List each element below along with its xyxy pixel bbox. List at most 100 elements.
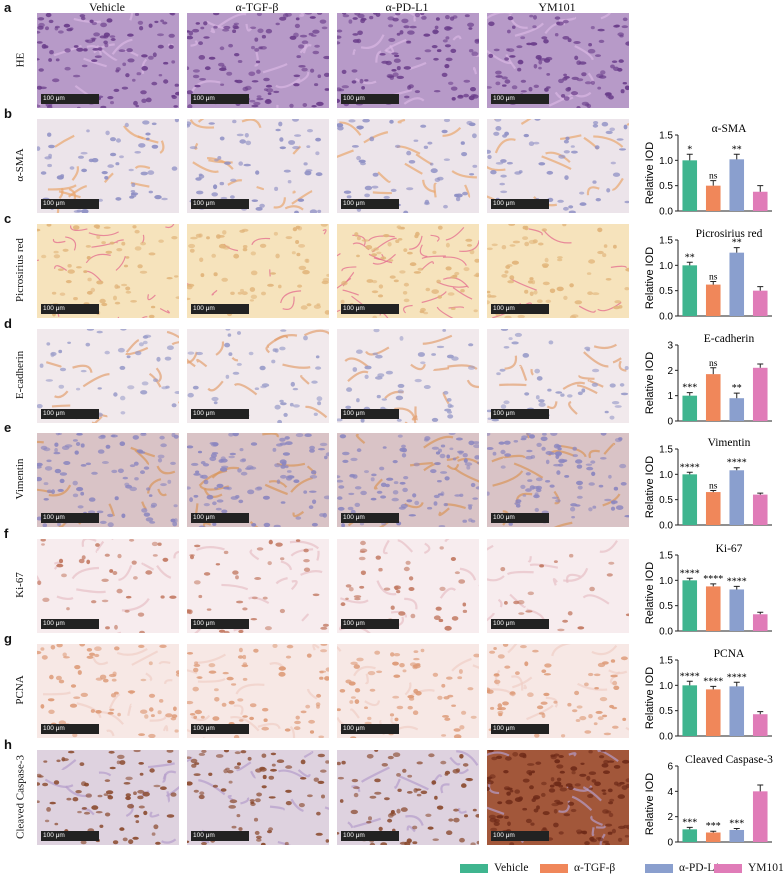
y-axis-label: Relative IOD	[644, 352, 656, 414]
y-tick-label: 1.5	[659, 131, 673, 142]
y-tick-label: 0.5	[659, 181, 673, 192]
significance-label: **	[685, 252, 695, 263]
error-bar	[710, 367, 717, 375]
error-bar	[733, 392, 740, 399]
micrograph: 100 μm	[337, 224, 479, 318]
scale-bar: 100 μm	[191, 619, 249, 629]
error-bar	[710, 180, 717, 186]
bar	[682, 829, 698, 842]
error-bar	[686, 577, 693, 581]
bar	[682, 474, 698, 525]
legend-swatch	[714, 863, 742, 873]
row-label: E-cadherin	[14, 350, 26, 400]
panel-letter: f	[4, 526, 9, 541]
error-bar	[733, 827, 740, 830]
chart-title: PCNA	[714, 648, 745, 660]
column-header: Vehicle	[89, 0, 125, 14]
significance-label: ****	[703, 574, 723, 585]
micrograph: 100 μm	[487, 750, 629, 845]
scale-bar: 100 μm	[191, 199, 249, 209]
significance-label: ***	[729, 818, 744, 829]
scale-bar: 100 μm	[341, 199, 399, 209]
micrograph: 100 μm	[337, 13, 479, 108]
error-bar	[686, 826, 693, 830]
y-tick-label: 0.5	[659, 495, 673, 506]
legend-item: YM101	[714, 862, 784, 874]
scale-bar: 100 μm	[341, 94, 399, 104]
error-bar	[757, 286, 764, 291]
micrograph: 100 μm	[187, 433, 329, 527]
error-bar	[686, 261, 693, 266]
y-tick-label: 3	[667, 341, 673, 352]
scale-bar: 100 μm	[191, 409, 249, 419]
scale-bar: 100 μm	[341, 513, 399, 523]
error-bar	[686, 153, 693, 161]
legend-item: α-PD-L1	[645, 862, 720, 874]
micrograph: 100 μm	[337, 750, 479, 845]
y-tick-label: 0.0	[659, 207, 673, 218]
significance-label: ****	[680, 568, 700, 579]
scale-bar: 100 μm	[341, 304, 399, 314]
significance-label: ****	[703, 676, 723, 687]
bar-chart: 0 1 2 3 Relative IOD E-cadherin *** ns **	[640, 331, 780, 428]
bar-chart: 0.0 0.5 1.0 1.5 Relative IOD Ki-67 **** **** ***…	[640, 541, 780, 638]
scale-bar: 100 μm	[491, 513, 549, 523]
micrograph: 100 μm	[337, 433, 479, 527]
bar	[705, 185, 721, 211]
micrograph: 100 μm	[487, 644, 629, 738]
bar	[729, 252, 745, 316]
micrograph: 100 μm	[337, 539, 479, 633]
row-label: HE	[14, 52, 26, 67]
bar	[752, 367, 768, 421]
bar	[729, 470, 745, 525]
significance-label: ns	[709, 273, 718, 283]
column-header: α-TGF-β	[235, 0, 279, 14]
scale-bar: 100 μm	[491, 304, 549, 314]
bar	[752, 191, 768, 211]
significance-label: ***	[682, 817, 697, 828]
significance-label: *	[687, 144, 692, 155]
scale-bar: 100 μm	[491, 94, 549, 104]
y-tick-label: 1.0	[659, 470, 673, 481]
y-tick-label: 1.0	[659, 681, 673, 692]
y-tick-label: 1.5	[659, 656, 673, 667]
scale-bar: 100 μm	[41, 513, 99, 523]
micrograph: 100 μm	[487, 119, 629, 213]
row-label: Vimentin	[14, 458, 26, 500]
significance-label: ****	[680, 671, 700, 682]
legend-label: α-TGF-β	[574, 862, 616, 874]
bar	[729, 159, 745, 211]
bar	[729, 589, 745, 631]
scale-bar: 100 μm	[491, 409, 549, 419]
scale-bar: 100 μm	[191, 724, 249, 734]
error-bar	[710, 685, 717, 690]
y-tick-label: 0	[667, 838, 673, 849]
scale-bar: 100 μm	[41, 94, 99, 104]
scale-bar: 100 μm	[191, 304, 249, 314]
y-tick-label: 0.0	[659, 732, 673, 743]
significance-label: ****	[727, 576, 747, 587]
micrograph: 100 μm	[37, 433, 179, 527]
panel-letter: d	[4, 316, 12, 331]
micrograph: 100 μm	[37, 539, 179, 633]
significance-label: ****	[727, 672, 747, 683]
error-bar	[733, 681, 740, 687]
error-bar	[757, 185, 764, 192]
bar	[729, 398, 745, 421]
bar	[682, 265, 698, 316]
error-bar	[733, 247, 740, 253]
column-header: YM101	[538, 0, 576, 14]
significance-label: ns	[709, 172, 718, 182]
micrograph: 100 μm	[37, 644, 179, 738]
micrograph: 100 μm	[487, 433, 629, 527]
micrograph: 100 μm	[487, 329, 629, 423]
bar	[682, 580, 698, 631]
scale-bar: 100 μm	[341, 409, 399, 419]
micrograph: 100 μm	[37, 119, 179, 213]
panel-letter: a	[4, 0, 12, 15]
micrograph: 100 μm	[187, 13, 329, 108]
bar	[705, 689, 721, 736]
error-bar	[710, 281, 717, 285]
error-bar	[710, 490, 717, 493]
bar	[752, 714, 768, 736]
